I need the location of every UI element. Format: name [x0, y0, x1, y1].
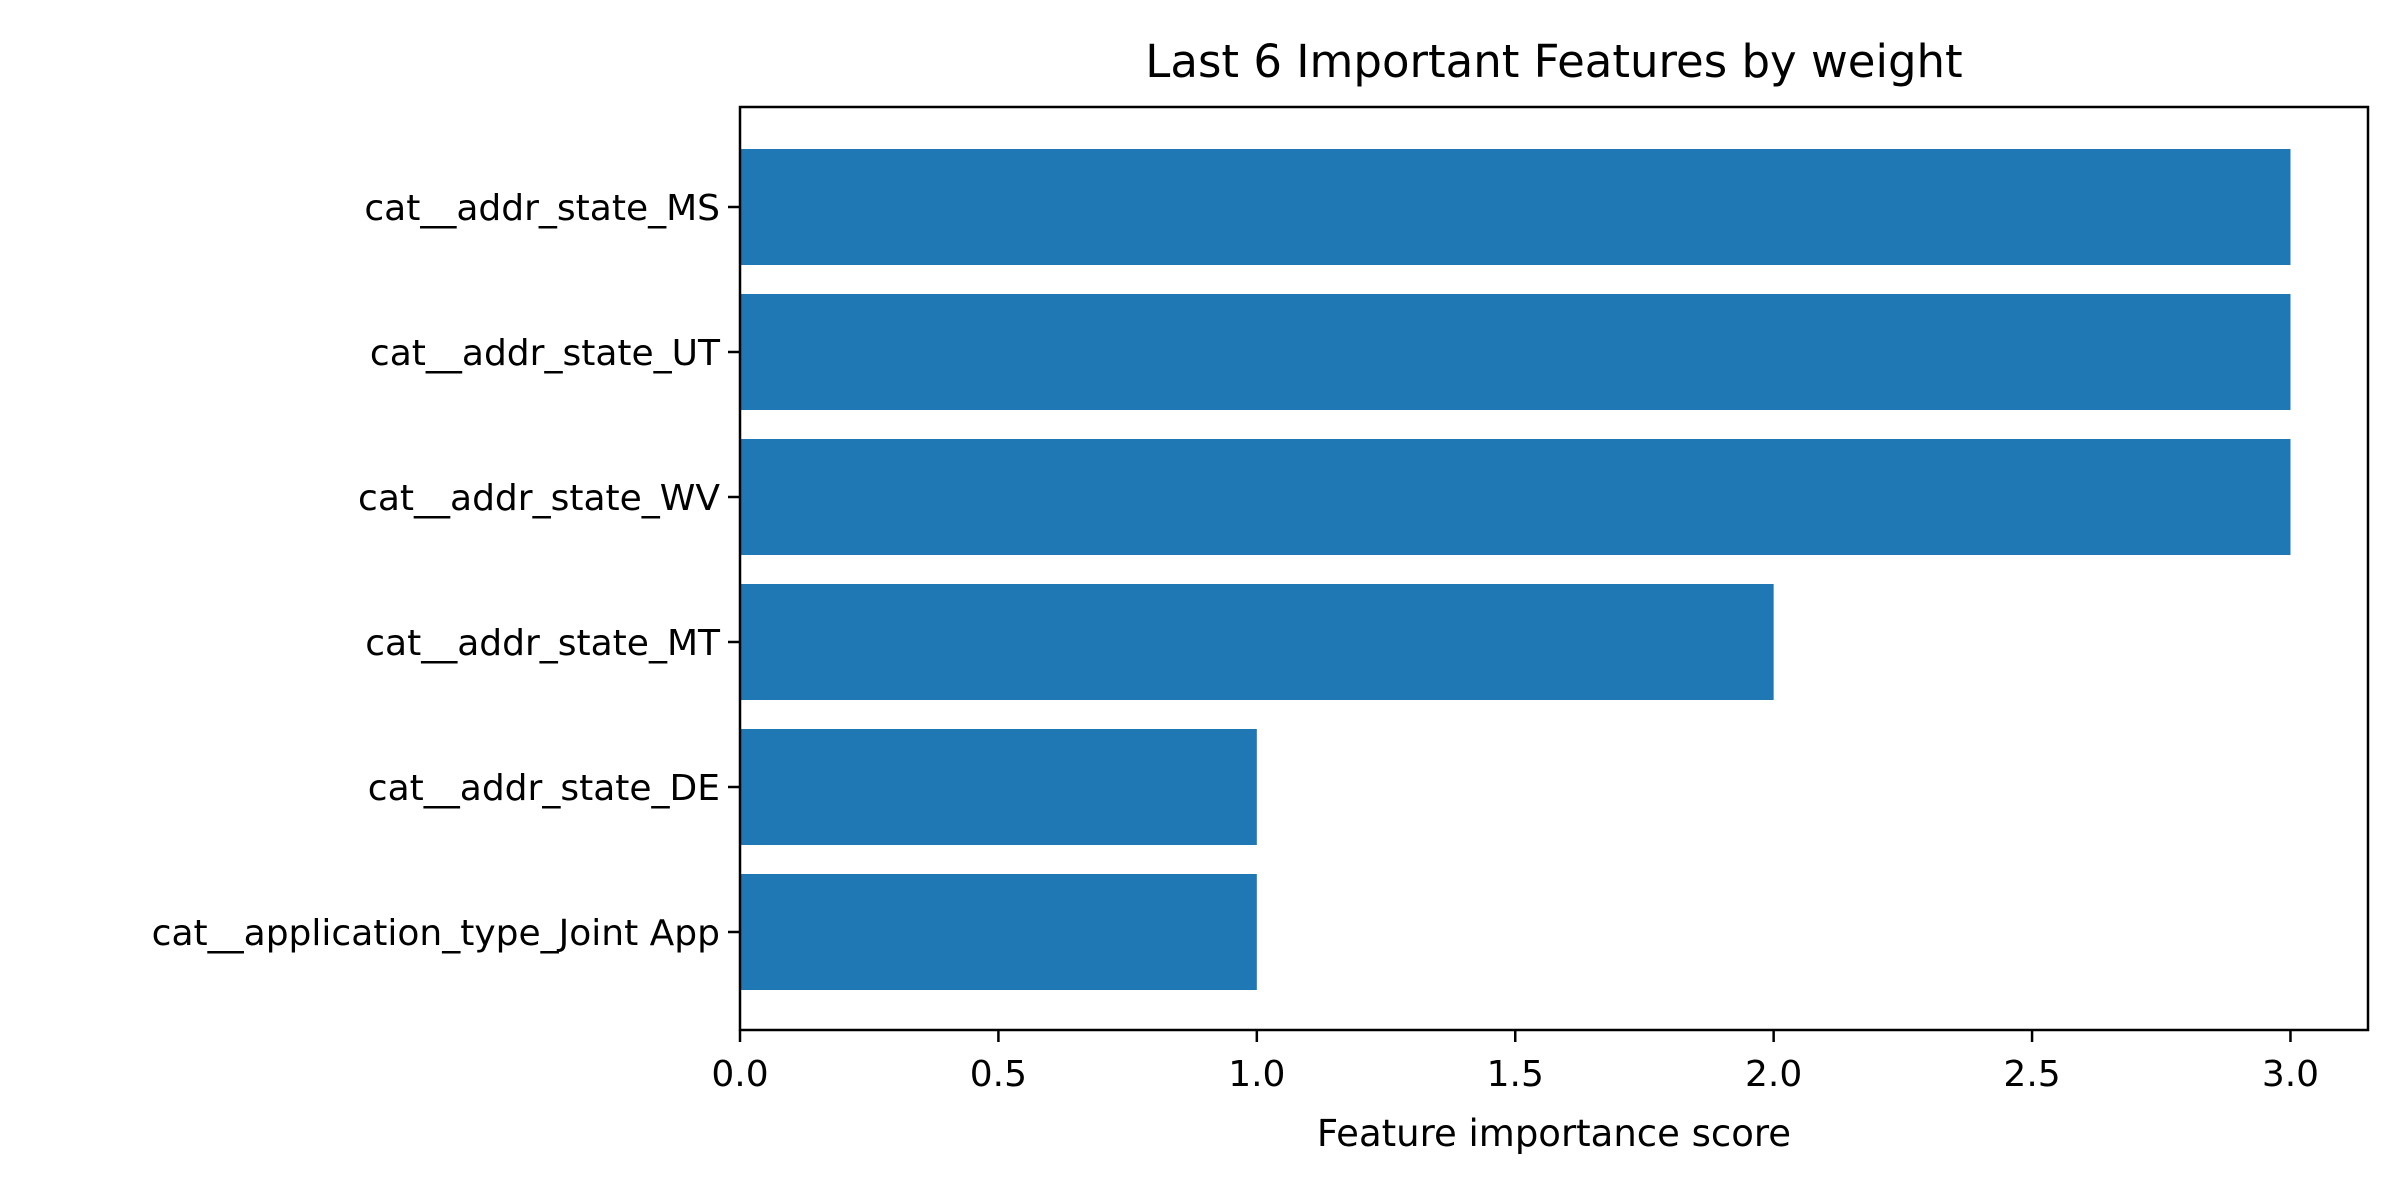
y-tick-label: cat__addr_state_WV	[358, 478, 720, 519]
x-axis-label: Feature importance score	[1317, 1112, 1791, 1155]
x-tick-label: 3.0	[2262, 1054, 2319, 1095]
bar-1	[740, 149, 2291, 265]
chart-title: Last 6 Important Features by weight	[1145, 35, 1962, 88]
x-tick-label: 2.0	[1745, 1054, 1802, 1095]
bar-4	[740, 584, 1774, 700]
y-tick-label: cat__addr_state_UT	[370, 333, 721, 374]
y-tick-label: cat__addr_state_MS	[364, 188, 720, 229]
y-tick-label: cat__application_type_Joint App	[152, 913, 720, 954]
x-tick-label: 0.5	[970, 1054, 1027, 1095]
bar-2	[740, 294, 2291, 410]
y-tick-label: cat__addr_state_DE	[368, 768, 720, 809]
plot-area-frame	[738, 105, 2370, 1032]
x-axis-ticks: 0.0 0.5 1.0 1.5 2.0 2.5 3.0	[711, 1030, 2319, 1095]
bar-6	[740, 874, 1257, 990]
y-axis-ticks: cat__addr_state_MS cat__addr_state_UT cat_…	[152, 188, 740, 954]
y-tick-label: cat__addr_state_MT	[365, 623, 721, 664]
x-tick-label: 2.5	[2003, 1054, 2060, 1095]
bar-5	[740, 729, 1257, 845]
x-tick-label: 0.0	[711, 1054, 768, 1095]
x-tick-label: 1.5	[1487, 1054, 1544, 1095]
bars	[740, 149, 2291, 990]
bar-3	[740, 439, 2291, 555]
x-tick-label: 1.0	[1228, 1054, 1285, 1095]
